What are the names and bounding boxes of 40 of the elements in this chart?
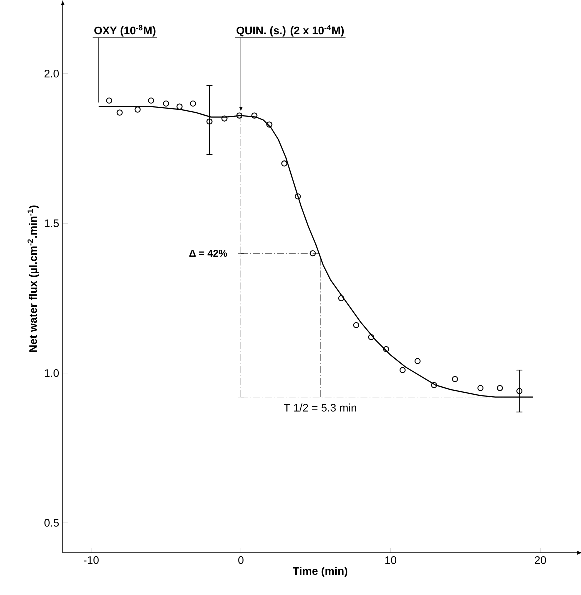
point [134, 106, 141, 113]
point [478, 385, 484, 392]
point [497, 385, 504, 392]
point [383, 346, 390, 352]
annotation: OXY (10$^{-8}$M) [94, 25, 156, 37]
point [148, 98, 154, 104]
point [431, 382, 438, 388]
point [116, 110, 123, 116]
x-tick-label: 10 [386, 556, 397, 564]
point [206, 118, 213, 125]
x-tick-label: 20 [535, 556, 546, 564]
y-tick-label: 1.0 [45, 369, 60, 378]
x-axis-title: Time (min) [293, 567, 348, 578]
point [310, 250, 316, 257]
point [106, 98, 112, 104]
x-tick-label: 0 [238, 556, 244, 564]
point [236, 112, 243, 119]
ref-line-label: T 1/2 = 5.3 min [284, 404, 356, 412]
point [176, 104, 183, 110]
point [190, 100, 196, 107]
point [282, 160, 288, 167]
y-axis-title: Net water flux (µl.cm$^{-2}$.min$^{-1}$) [28, 206, 40, 352]
point [252, 112, 258, 119]
annotation: QUIN. (s.) (2 x 10$^{-4}$M) [236, 25, 344, 37]
point [452, 376, 458, 382]
y-tick-label: 2.0 [44, 70, 60, 78]
y-tick-label: 1.5 [45, 220, 60, 228]
x-tick-label: -10 [84, 556, 99, 564]
point [516, 388, 523, 394]
point [368, 334, 374, 340]
point [400, 367, 406, 374]
y-tick-label: 0.5 [44, 519, 60, 527]
point [295, 194, 302, 200]
point [222, 116, 228, 122]
point [414, 358, 421, 364]
point [353, 322, 360, 328]
point [338, 295, 345, 302]
annotation: Δ = 42% [190, 250, 228, 258]
point [163, 100, 170, 107]
point [266, 122, 273, 128]
